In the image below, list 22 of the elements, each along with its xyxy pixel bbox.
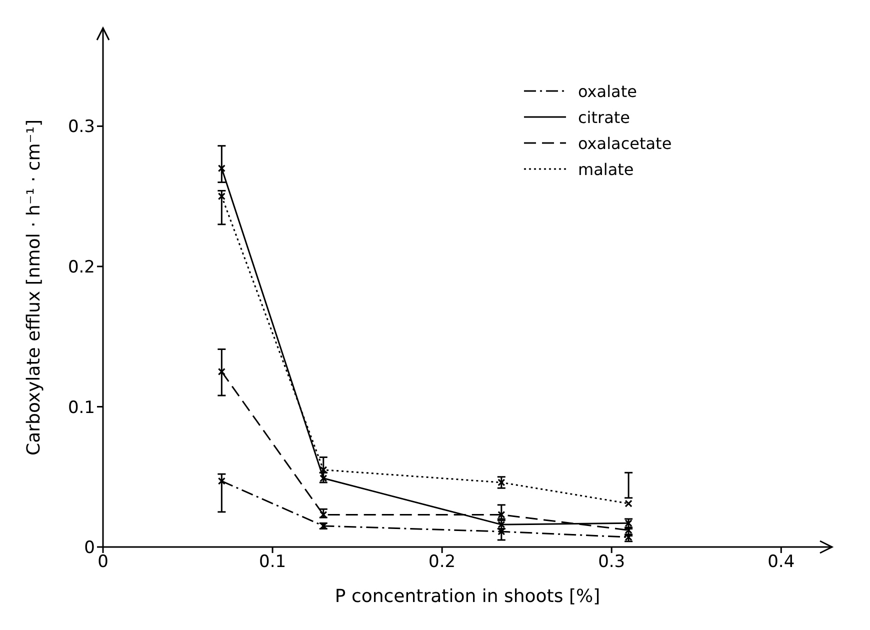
legend-label: citrate [578, 108, 630, 126]
y-tick-label: 0.2 [68, 257, 95, 278]
point [218, 368, 226, 376]
x-tick-label: 0.2 [428, 552, 456, 572]
y-tick-label: 0.3 [68, 117, 95, 138]
point [218, 477, 226, 485]
legend-label: malate [578, 160, 634, 178]
y-tick-label: 0.1 [68, 398, 95, 418]
legend-label: oxalate [578, 82, 637, 100]
x-tick-label: 0.1 [259, 552, 286, 572]
y-tick-label: 0 [84, 538, 95, 558]
point [498, 478, 506, 486]
x-tick-label: 0 [98, 552, 108, 572]
legend-label: oxalacetate [578, 134, 672, 152]
x-axis-title: P concentration in shoots [%] [334, 586, 600, 607]
point [624, 500, 632, 508]
point [218, 192, 226, 200]
point [320, 510, 328, 519]
x-tick-label: 0.4 [768, 552, 795, 572]
point [218, 164, 226, 172]
x-tick-label: 0.3 [598, 552, 626, 572]
y-axis-title: Carboxylate efflux [nmol · h⁻¹ · cm⁻¹] [23, 120, 44, 456]
